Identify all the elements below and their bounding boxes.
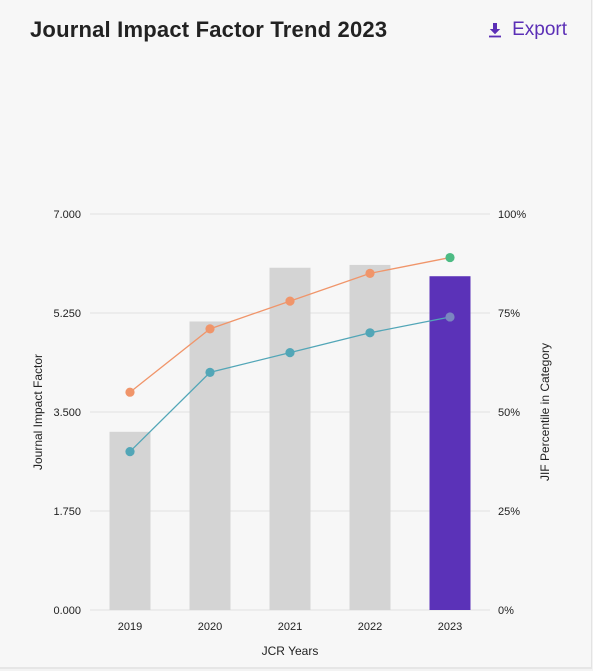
y2-tick-label: 0% [498, 605, 514, 617]
y2-tick-label: 25% [498, 506, 520, 518]
x-tick-label: 2023 [438, 621, 462, 633]
bar-2021[interactable] [269, 267, 311, 610]
bar-2019[interactable] [109, 431, 151, 610]
y-tick-label: 0.000 [53, 605, 81, 617]
y2-tick-label: 50% [498, 407, 520, 419]
y-axis-title: Journal Impact Factor [31, 354, 45, 470]
y-tick-label: 5.250 [53, 308, 81, 320]
bar-2023[interactable] [429, 276, 471, 610]
series-2-point-2021[interactable] [285, 348, 295, 358]
series-2-point-2023[interactable] [445, 312, 455, 322]
y2-tick-label: 100% [498, 209, 526, 221]
y-tick-label: 1.750 [53, 506, 81, 518]
y-tick-label: 7.000 [53, 209, 81, 221]
chart-header: Journal Impact Factor Trend 2023 Export [30, 12, 567, 48]
series-2-point-2020[interactable] [205, 367, 215, 377]
bar-2020[interactable] [189, 321, 231, 610]
series-1-point-2021[interactable] [285, 296, 295, 306]
export-button[interactable]: Export [488, 19, 567, 41]
y-tick-label: 3.500 [53, 407, 81, 419]
series-1-point-2022[interactable] [365, 268, 375, 278]
series-1-point-2020[interactable] [205, 324, 215, 334]
export-label: Export [512, 19, 567, 40]
x-tick-label: 2020 [198, 621, 222, 633]
y2-axis-title: JIF Percentile in Category [538, 343, 552, 481]
x-tick-label: 2021 [278, 621, 302, 633]
x-tick-label: 2022 [358, 621, 382, 633]
series-1-point-2023[interactable] [445, 252, 455, 263]
x-axis-title: JCR Years [262, 644, 319, 658]
chart-title: Journal Impact Factor Trend 2023 [30, 17, 388, 42]
series-2-point-2019[interactable] [125, 447, 135, 457]
bar-2022[interactable] [349, 264, 391, 610]
download-icon [488, 22, 502, 38]
series-2-point-2022[interactable] [365, 328, 375, 338]
y2-tick-label: 75% [498, 308, 520, 320]
x-tick-label: 2019 [118, 621, 142, 633]
series-1-point-2019[interactable] [125, 387, 135, 397]
